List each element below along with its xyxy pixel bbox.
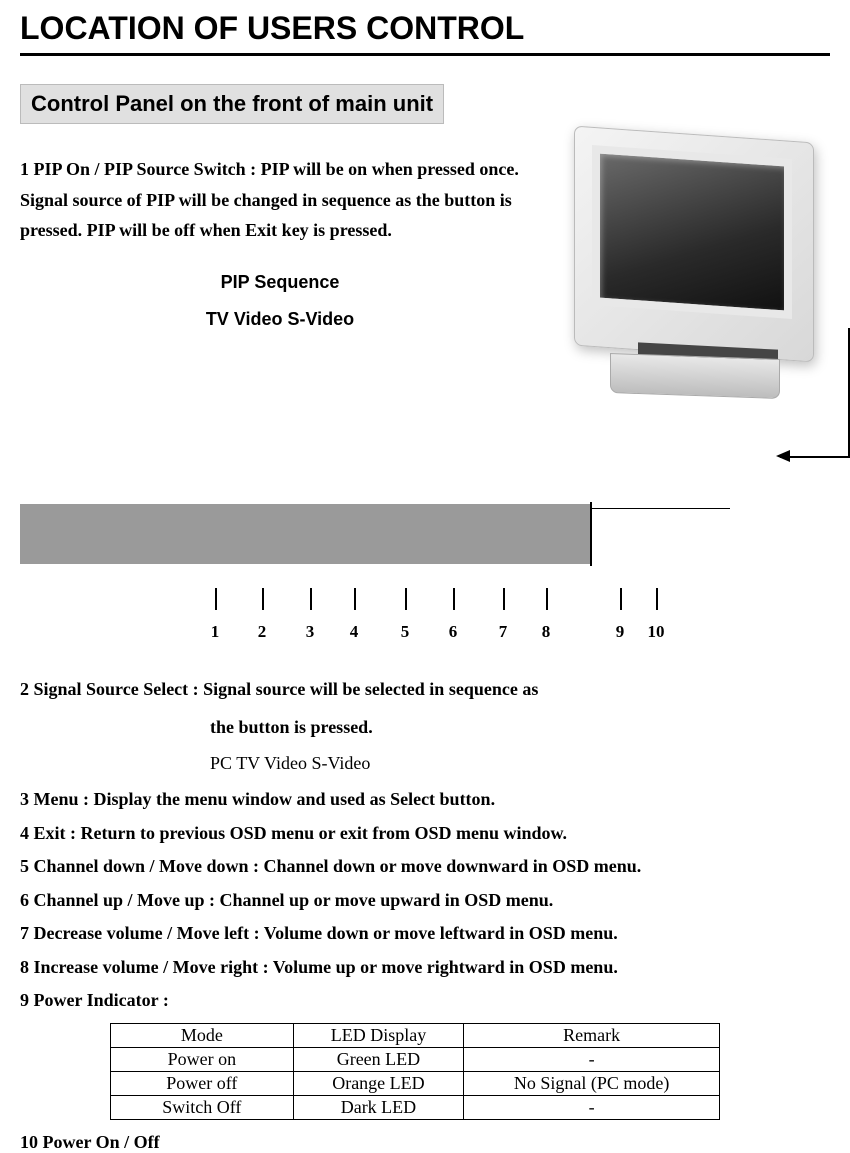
table-cell: Orange LED [293,1071,464,1095]
table-cell: Green LED [293,1047,464,1071]
tick-mark [215,588,217,610]
item-6: 6 Channel up / Move up : Channel up or m… [20,885,830,917]
pip-sequence-values: TV Video S-Video [20,309,540,330]
table-row: Power onGreen LED- [111,1047,720,1071]
table-cell: - [464,1095,720,1119]
control-number: 10 [648,622,665,642]
table-header-cell: LED Display [293,1023,464,1047]
power-indicator-table: ModeLED DisplayRemarkPower onGreen LED-P… [110,1023,720,1120]
monitor-screen [592,145,792,319]
tick-mark [453,588,455,610]
table-cell: - [464,1047,720,1071]
tick-mark [546,588,548,610]
item-10: 10 Power On / Off [20,1132,830,1153]
control-panel-bar [20,504,590,564]
title-rule [20,53,830,56]
table-cell: Switch Off [111,1095,294,1119]
control-number: 2 [258,622,267,642]
tick-mark [354,588,356,610]
pip-sequence-label: PIP Sequence [20,272,540,293]
tick-mark [503,588,505,610]
callout-line [780,328,850,458]
item-5: 5 Channel down / Move down : Channel dow… [20,851,830,883]
table-cell: Power on [111,1047,294,1071]
callout-arrow-icon [776,450,790,462]
table-header-cell: Mode [111,1023,294,1047]
tick-mark [405,588,407,610]
tick-mark [310,588,312,610]
upper-row: 1 PIP On / PIP Source Switch : PIP will … [20,154,830,494]
item-2-line1: 2 Signal Source Select : Signal source w… [20,674,830,706]
item-1-block: 1 PIP On / PIP Source Switch : PIP will … [20,154,540,330]
tick-mark [620,588,622,610]
item-2-line2: the button is pressed. [210,712,830,744]
table-cell: Dark LED [293,1095,464,1119]
section-header: Control Panel on the front of main unit [20,84,444,124]
item-4: 4 Exit : Return to previous OSD menu or … [20,818,830,850]
control-number: 3 [306,622,315,642]
monitor-stand [610,353,780,399]
item-3: 3 Menu : Display the menu window and use… [20,784,830,816]
table-row: Power offOrange LEDNo Signal (PC mode) [111,1071,720,1095]
table-cell: No Signal (PC mode) [464,1071,720,1095]
table-cell: Power off [111,1071,294,1095]
item-7: 7 Decrease volume / Move left : Volume d… [20,918,830,950]
numbers-row: 1 2 3 4 5 6 7 8 9 10 [200,622,850,648]
panel-underline [590,508,730,509]
item-9: 9 Power Indicator : [20,985,830,1017]
control-number: 4 [350,622,359,642]
control-number: 6 [449,622,458,642]
control-number: 8 [542,622,551,642]
control-number: 9 [616,622,625,642]
table-header-cell: Remark [464,1023,720,1047]
control-number: 7 [499,622,508,642]
signal-sequence-values: PC TV Video S-Video [210,753,830,774]
item-8: 8 Increase volume / Move right : Volume … [20,952,830,984]
tick-mark [656,588,658,610]
table-row: Switch OffDark LED- [111,1095,720,1119]
control-number: 5 [401,622,410,642]
ticks-row [200,588,850,612]
control-number: 1 [211,622,220,642]
item-1-text: 1 PIP On / PIP Source Switch : PIP will … [20,154,540,246]
page-title: LOCATION OF USERS CONTROL [20,10,830,47]
tick-mark [262,588,264,610]
